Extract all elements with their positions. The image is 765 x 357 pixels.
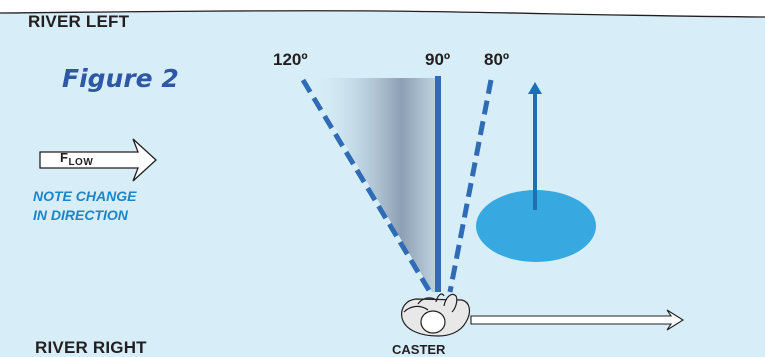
flow-arrow-icon — [39, 138, 157, 182]
cast-fan — [306, 78, 438, 292]
drift-arrow-icon — [470, 309, 685, 331]
figure-title: Figure 2 — [62, 64, 179, 93]
river-right-label: RIVER RIGHT — [35, 338, 147, 357]
target-zone-ellipse — [476, 190, 596, 262]
direction-change-note: NOTE CHANGE IN DIRECTION — [33, 187, 136, 225]
caster-label: CASTER — [392, 342, 446, 357]
note-line-2: IN DIRECTION — [33, 207, 128, 223]
angle-label-80: 80º — [484, 50, 510, 69]
flow-label-rest: LOW — [68, 157, 94, 168]
angle-label-90: 90º — [425, 50, 451, 69]
note-line-1: NOTE CHANGE — [33, 188, 137, 204]
up-arrow-head — [528, 82, 542, 94]
angle-label-120: 120º — [273, 50, 308, 69]
flow-label-first-letter: F — [60, 150, 69, 165]
shoreline — [0, 10, 765, 18]
line-80-degree — [447, 79, 494, 293]
flow-label: FLOW — [60, 149, 94, 168]
river-left-label: RIVER LEFT — [28, 12, 130, 31]
caster-figure-icon — [401, 293, 471, 337]
